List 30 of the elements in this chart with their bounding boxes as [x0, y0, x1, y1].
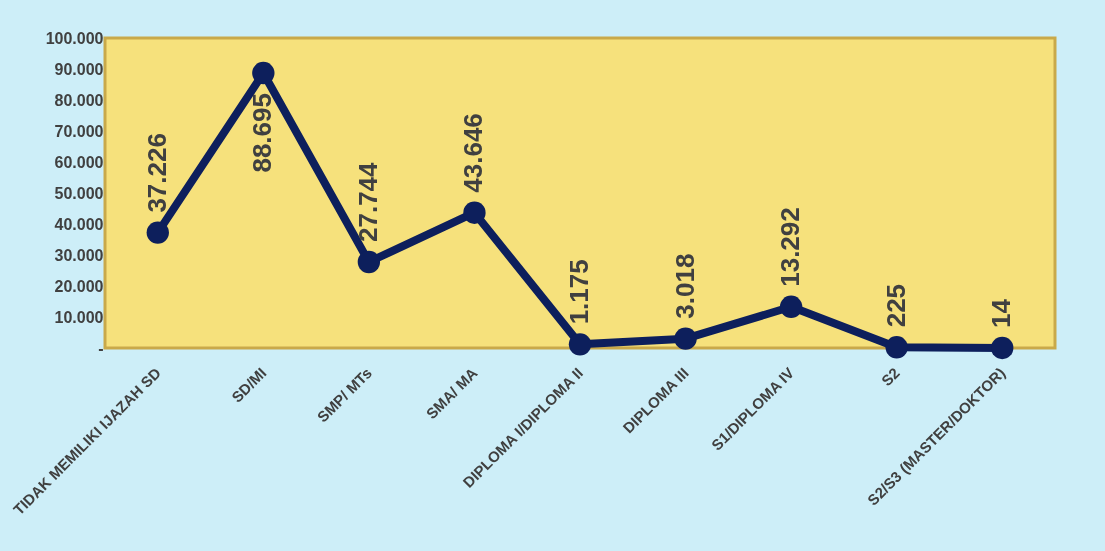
y-tick-label: -	[98, 339, 104, 357]
y-tick-label: 70.000	[54, 122, 104, 140]
point	[463, 201, 486, 224]
x-tick-label: S2	[877, 364, 903, 390]
data-label: 225	[880, 283, 911, 328]
y-tick-label: 60.000	[54, 153, 104, 171]
point	[779, 295, 803, 318]
point	[885, 336, 908, 359]
data-label: 1.175	[564, 259, 594, 325]
point	[568, 333, 592, 356]
data-label: 14	[986, 298, 1017, 328]
data-label: 27.744	[352, 161, 383, 242]
data-label: 88.695	[247, 93, 278, 173]
point	[674, 327, 697, 350]
point	[146, 221, 169, 244]
y-tick-label: 100.000	[45, 29, 104, 47]
point	[252, 61, 275, 85]
y-tick-label: 30.000	[54, 246, 104, 264]
point	[991, 336, 1014, 360]
data-label: 43.646	[458, 113, 489, 193]
y-tick-label: 90.000	[54, 60, 104, 78]
y-tick-label: 50.000	[54, 184, 104, 202]
y-tick-label: 40.000	[54, 215, 104, 233]
point	[357, 250, 381, 274]
y-tick-label: 20.000	[54, 277, 104, 295]
data-label: 37.226	[141, 133, 172, 213]
data-label: 13.292	[775, 207, 806, 287]
y-tick-label: 80.000	[54, 91, 104, 109]
y-tick-label: 10.000	[54, 308, 104, 326]
data-label: 3.018	[669, 253, 700, 319]
